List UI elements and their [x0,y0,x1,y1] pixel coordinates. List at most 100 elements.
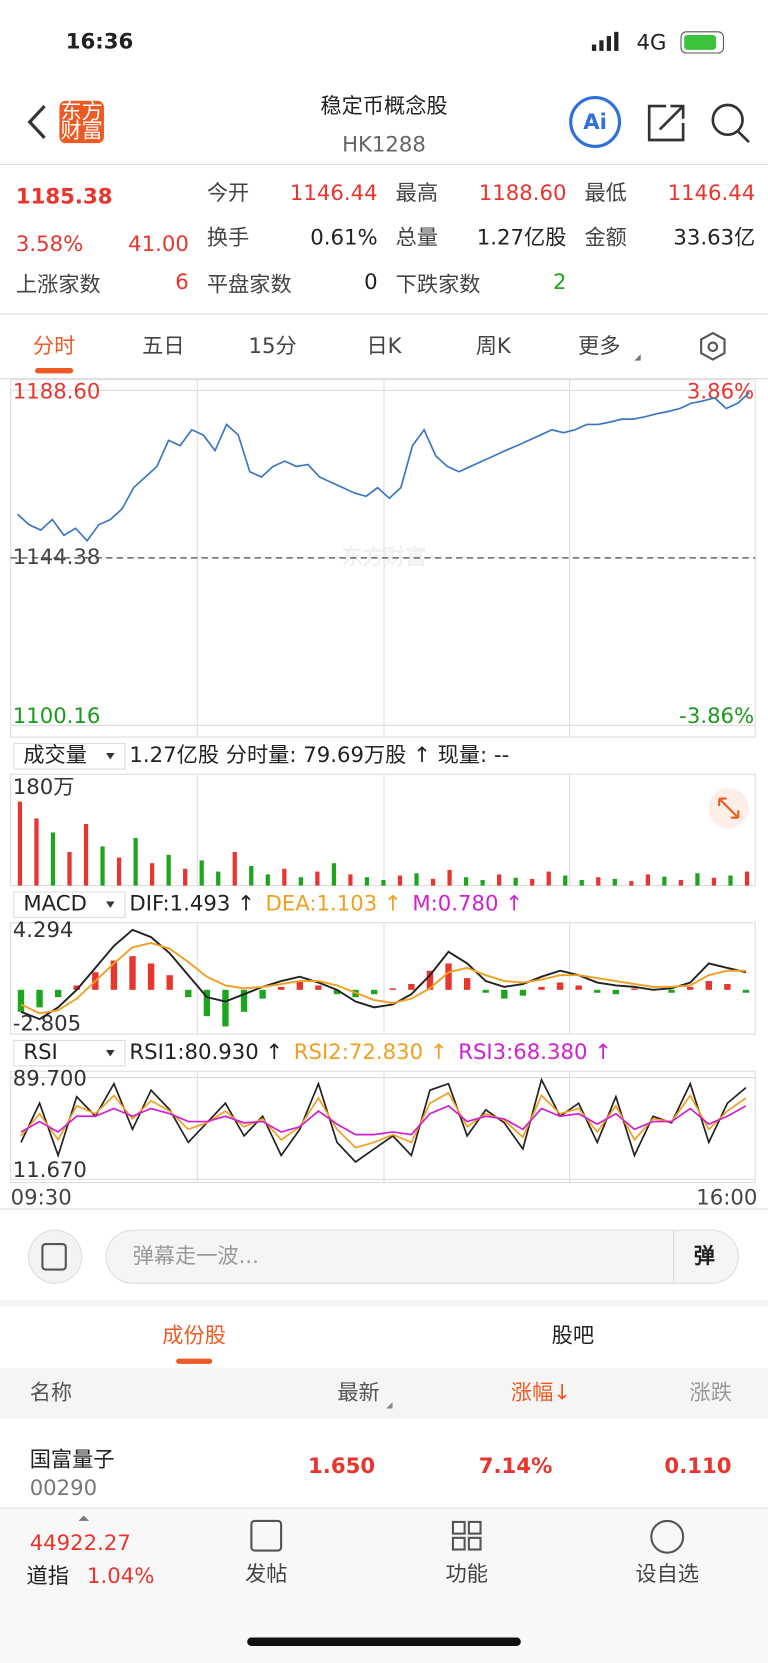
macd-bar [17,989,25,1012]
breadth-value: 2 [553,270,567,295]
dropdown[interactable] [13,891,126,918]
chart-frame [10,922,756,1035]
breadth-value: 0 [364,270,378,295]
index-pct: 1.04% [87,1564,154,1589]
comment-icon[interactable] [28,1229,83,1284]
expand-icon[interactable] [78,1515,90,1521]
y-tick-label: 11.670 [13,1158,87,1183]
logo-text: 财富 [60,119,102,144]
change-pct: 3.58% [16,232,83,257]
table-header [0,1368,768,1420]
stat-label: 今开 [207,181,249,206]
tab: 15分 [249,334,297,359]
watchlist-icon[interactable] [650,1519,685,1554]
volume-bar [695,873,700,886]
ai-button[interactable] [569,95,622,148]
volume-bar [348,874,353,886]
macd-bar [705,981,712,990]
signal [591,31,619,51]
macd-bar [482,989,489,993]
macd-bar [129,956,136,990]
macd-bar [259,989,266,999]
macd-bar [222,989,229,1027]
macd-bar [556,982,564,990]
volume-bar [662,876,667,886]
time-label: 16:00 [696,1185,757,1210]
line [20,928,747,1021]
volume-bar [513,877,518,886]
indicator-name: 成交量 [23,743,87,768]
stat-value: 1146.44 [668,181,756,206]
stock-last: 1.650 [308,1454,375,1479]
volume-bar [364,877,370,886]
indicator-name: MACD [23,892,87,917]
network: 4G [636,30,666,55]
stock-pct: 7.14% [479,1454,553,1479]
column-chg[interactable]: 涨跌 [690,1381,732,1406]
volume-bar [199,860,204,886]
list-tab[interactable]: 股吧 [552,1323,594,1348]
index-name: 道指 [27,1564,69,1589]
function-icon[interactable] [451,1520,482,1551]
comment-button[interactable]: 弹 [694,1244,715,1269]
column-pct[interactable]: 涨幅↓ [511,1381,571,1406]
volume-bar [67,852,72,886]
y2-tick-label: 3.86% [687,379,754,404]
volume-bar [282,868,287,886]
column-last[interactable]: 最新 [337,1381,379,1406]
volume-bar [480,879,485,886]
macd-bar [315,985,322,990]
stat-value: 0.61% [310,226,377,251]
macd-bar [445,963,452,990]
macd-bar [389,988,396,990]
legend-entry: RSI3:68.380 ↑ [458,1040,612,1065]
volume-bar [711,877,717,886]
line [20,941,746,1015]
stock-name[interactable]: 国富量子 [30,1447,115,1472]
volume-bar [629,881,634,886]
settings-button[interactable] [700,331,726,361]
dropdown[interactable] [13,1039,126,1067]
nav-item[interactable]: 功能 [446,1562,488,1587]
volume-bar [744,871,750,886]
macd-bar [668,989,675,993]
separator [0,1300,768,1307]
volume-bar [430,878,436,886]
share-button[interactable] [647,104,685,142]
nav-item[interactable]: 设自选 [635,1562,699,1587]
tab-underline [35,368,74,374]
y-tick-label: 180万 [13,775,75,800]
legend-entry: RSI2:72.830 ↑ [294,1040,448,1065]
volume-bar [265,874,270,886]
macd-bar [203,989,211,1017]
search-button[interactable] [711,103,744,137]
volume-bar [331,863,337,886]
nav-item[interactable]: 发帖 [245,1562,287,1587]
macd-bar [147,963,155,990]
volume-bar [298,877,303,886]
macd-bar [370,989,378,995]
comment-input[interactable] [105,1229,739,1284]
volume-bar [116,857,122,886]
y-tick-label: -2.805 [13,1012,81,1037]
volume-bar [183,868,188,886]
post-icon[interactable] [250,1519,283,1552]
breadth-label: 上涨家数 [16,272,101,297]
volume-bar [397,875,403,886]
back-button[interactable] [27,104,46,139]
search-handle [737,130,750,144]
volume-bar [232,852,237,886]
line [16,391,751,543]
volume-bar [447,869,452,886]
macd-bar [240,989,248,1012]
battery-level [684,34,717,50]
macd-bar [185,989,192,998]
macd-bar [631,988,638,990]
dropdown[interactable] [13,742,126,770]
list-tab-active[interactable]: 成份股 [162,1323,226,1348]
macd-bar [54,989,62,998]
volume-bar [546,871,551,886]
column-name[interactable]: 名称 [30,1381,72,1406]
macd-bar [575,985,582,990]
